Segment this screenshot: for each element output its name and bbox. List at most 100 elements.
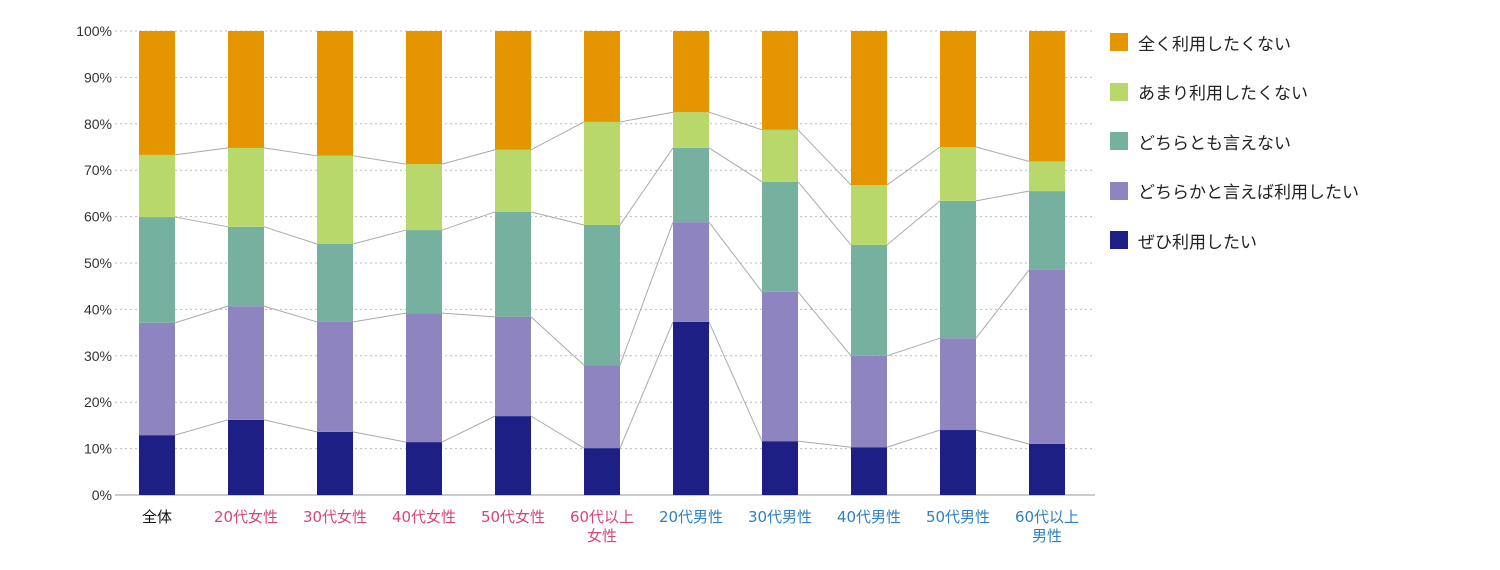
- bar-segment-0: [584, 448, 620, 495]
- y-tick-label: 80%: [84, 116, 112, 132]
- legend-label: どちらかと言えば利用したい: [1138, 183, 1359, 203]
- connector-line: [263, 226, 318, 245]
- connector-line: [975, 146, 1030, 162]
- connector-line: [886, 200, 941, 246]
- bar-segment-0: [851, 447, 887, 495]
- legend-label: 全く利用したくない: [1138, 34, 1291, 55]
- connector-line: [797, 181, 852, 246]
- connector-line: [352, 312, 407, 323]
- legend-swatch: [1110, 132, 1128, 150]
- legend-item: 全く利用したくない: [1110, 30, 1359, 55]
- legend-label: どちらとも言えない: [1138, 133, 1291, 154]
- y-tick-label: 40%: [84, 301, 112, 317]
- bar-segment-1: [940, 338, 976, 431]
- bar-segment-2: [495, 211, 531, 317]
- bar-segment-2: [406, 230, 442, 314]
- bar-segment-3: [1029, 161, 1065, 192]
- bar-segment-0: [940, 430, 976, 495]
- legend-item: どちらとも言えない: [1110, 129, 1359, 154]
- stacked-bar-chart: 0% 10% 20% 30% 40% 50% 60% 70% 80% 90% 100% 全体 20代女性…: [76, 23, 1095, 545]
- bar-segment-2: [940, 200, 976, 339]
- connector-line: [797, 440, 852, 448]
- bar-segment-2: [762, 181, 798, 292]
- bar-segment-4: [851, 31, 887, 186]
- x-tick-label: 50代男性: [926, 508, 990, 526]
- x-tick-label: 全体: [142, 508, 172, 526]
- bar-segment-4: [495, 31, 531, 150]
- legend-label: あまり利用したくない: [1138, 84, 1308, 104]
- y-tick-label: 60%: [84, 209, 112, 225]
- y-tick-label: 10%: [84, 441, 112, 457]
- bar-segment-3: [851, 185, 887, 245]
- connector-line: [441, 312, 496, 318]
- bar-segment-1: [1029, 269, 1065, 444]
- bar-segment-2: [228, 226, 264, 307]
- bar-segment-3: [317, 155, 353, 244]
- connector-line: [708, 221, 763, 293]
- connector-line: [352, 229, 407, 245]
- bar-segment-2: [139, 217, 175, 323]
- x-tick-label: 50代女性: [481, 508, 545, 526]
- y-tick-label: 90%: [84, 69, 112, 85]
- bar-segment-2: [584, 224, 620, 366]
- bar-segment-4: [762, 31, 798, 130]
- connector-line: [975, 269, 1030, 339]
- connector-line: [263, 305, 318, 323]
- bar-segment-1: [762, 291, 798, 442]
- legend-item: ぜひ利用したい: [1110, 228, 1359, 253]
- bar-segment-0: [762, 441, 798, 495]
- x-tick-label: 30代男性: [748, 508, 812, 526]
- bar-segment-3: [139, 154, 175, 218]
- bar-segment-0: [495, 416, 531, 495]
- bar-segment-3: [762, 129, 798, 182]
- x-tick-label: 20代女性: [214, 508, 278, 526]
- connector-line: [797, 291, 852, 357]
- connector-line: [530, 415, 585, 449]
- connector-line: [530, 121, 585, 151]
- legend-swatch: [1110, 231, 1128, 249]
- bar-segment-1: [673, 222, 709, 322]
- connector-line: [530, 316, 585, 366]
- connector-line: [797, 129, 852, 186]
- x-tick-label: 20代男性: [659, 508, 723, 526]
- bar-segment-4: [228, 31, 264, 148]
- connector-line: [174, 419, 229, 436]
- bar-segment-4: [139, 31, 175, 155]
- connector-line: [352, 431, 407, 443]
- connector-line: [619, 147, 674, 226]
- bar-segment-3: [495, 149, 531, 212]
- connector-line: [708, 111, 763, 131]
- connector-line: [174, 147, 229, 156]
- bar-segment-3: [228, 147, 264, 227]
- connector-line: [530, 211, 585, 226]
- connector-line: [886, 337, 941, 357]
- bar-segment-2: [673, 147, 709, 223]
- connector-line: [975, 429, 1030, 445]
- legend-label: ぜひ利用したい: [1138, 232, 1257, 253]
- connector-line: [886, 146, 941, 186]
- bar-segment-0: [673, 321, 709, 495]
- bar-segment-4: [940, 31, 976, 147]
- connector-line: [263, 419, 318, 433]
- connector-line: [352, 155, 407, 165]
- bar-segment-1: [228, 306, 264, 420]
- legend-swatch: [1110, 33, 1128, 51]
- connector-line: [174, 216, 229, 228]
- bar-segment-1: [139, 322, 175, 436]
- connector-line: [619, 111, 674, 123]
- bar-segment-3: [673, 112, 709, 148]
- bar-segment-0: [228, 419, 264, 495]
- x-tick-label: 30代女性: [303, 508, 367, 526]
- bar-segment-1: [406, 313, 442, 443]
- x-tick-label: 60代以上男性: [1015, 508, 1079, 545]
- connector-line: [263, 147, 318, 157]
- bar-segment-2: [851, 244, 887, 356]
- legend-item: あまり利用したくない: [1110, 80, 1359, 104]
- y-tick-label: 20%: [84, 394, 112, 410]
- connector-line: [441, 211, 496, 231]
- connector-line: [441, 149, 496, 165]
- bar-segment-1: [495, 316, 531, 417]
- bar-segment-4: [406, 31, 442, 165]
- y-tick-label: 30%: [84, 348, 112, 364]
- connector-line: [886, 429, 941, 448]
